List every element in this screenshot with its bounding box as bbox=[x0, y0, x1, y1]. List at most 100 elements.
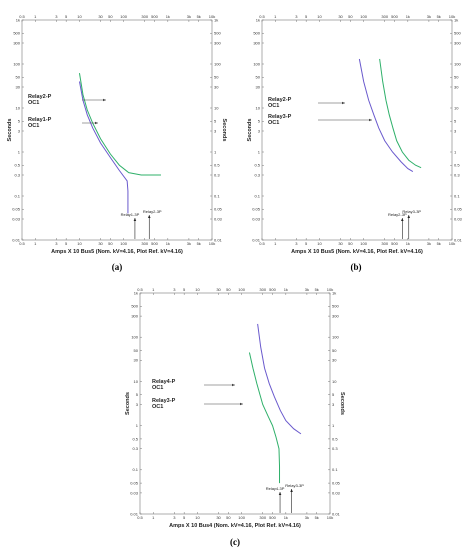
x-tick-label: 500 bbox=[151, 241, 158, 246]
x-tick-label-top: 50 bbox=[108, 14, 113, 19]
series-line-1 bbox=[358, 58, 414, 172]
x-tick-label-top: 30 bbox=[338, 14, 343, 19]
y-tick-label-right: 0.5 bbox=[454, 163, 460, 168]
y-tick-label-right: 300 bbox=[454, 40, 461, 45]
y-axis-label: Seconds bbox=[247, 119, 253, 142]
y-tick-label: 1 bbox=[18, 149, 21, 154]
y-tick-label: 1 bbox=[136, 423, 139, 428]
x-tick-label-top: 1 bbox=[152, 287, 155, 292]
x-tick-label: 50 bbox=[108, 241, 113, 246]
x-tick-label-top: 5 bbox=[65, 14, 68, 19]
fault-marker-arrow bbox=[407, 215, 411, 218]
y-tick-label: 0.03 bbox=[252, 216, 261, 221]
annotation-arrow-head bbox=[369, 118, 372, 122]
y-tick-label: 500 bbox=[13, 31, 20, 36]
x-tick-label: 5k bbox=[197, 241, 201, 246]
y-tick-label-right: 3 bbox=[454, 128, 457, 133]
x-tick-label: 100 bbox=[360, 241, 367, 246]
y-tick-label: 100 bbox=[131, 335, 138, 340]
x-tick-label-top: 5 bbox=[183, 287, 186, 292]
relay-annotation-line: Relay4-P bbox=[152, 379, 176, 385]
y-tick-label-right: 0.1 bbox=[454, 193, 460, 198]
y-tick-label: 0.3 bbox=[254, 172, 260, 177]
y-tick-label-right: 100 bbox=[454, 61, 461, 66]
series-line-2 bbox=[78, 73, 161, 176]
y-tick-label: 1k bbox=[16, 17, 20, 22]
y-tick-label: 50 bbox=[256, 75, 261, 80]
relay-annotation: Relay2-P OC1 bbox=[268, 97, 292, 109]
x-tick-label-top: 10 bbox=[77, 14, 82, 19]
annotation-arrow-head bbox=[95, 121, 98, 125]
y-tick-label: 0.01 bbox=[12, 237, 21, 242]
x-tick-label: 500 bbox=[269, 515, 276, 520]
fault-marker-arrow bbox=[133, 218, 137, 221]
y-tick-label-right: 30 bbox=[332, 358, 337, 363]
x-tick-label: 3 bbox=[295, 241, 298, 246]
y-tick-label-right: 500 bbox=[332, 304, 339, 309]
y-tick-label: 500 bbox=[131, 304, 138, 309]
x-axis-label: Amps X 10 Bus5 (Nom. kV=4.16, Plot Ref. … bbox=[291, 249, 423, 255]
y-tick-label-right: 0.1 bbox=[332, 467, 338, 472]
fault-marker-arrow bbox=[290, 489, 293, 492]
relay-annotation-line: Relay1-P bbox=[28, 117, 52, 123]
x-tick-label: 3k bbox=[187, 241, 191, 246]
annotation-arrow-head bbox=[342, 101, 345, 105]
x-tick-label-top: 3k bbox=[305, 287, 309, 292]
y-tick-label: 3 bbox=[136, 402, 139, 407]
y-tick-label-right: 3 bbox=[214, 128, 217, 133]
y-tick-label-right: 10 bbox=[454, 105, 459, 110]
y-tick-label: 0.03 bbox=[12, 216, 21, 221]
series-line-1 bbox=[78, 81, 129, 214]
x-tick-label: 300 bbox=[381, 241, 388, 246]
x-tick-label-top: 30 bbox=[98, 14, 103, 19]
y-tick-label-right: 0.05 bbox=[214, 207, 223, 212]
fault-marker-arrow bbox=[401, 218, 404, 221]
y-tick-label-right: 50 bbox=[214, 75, 219, 80]
x-tick-label: 30 bbox=[98, 241, 103, 246]
x-tick-label: 5k bbox=[437, 241, 441, 246]
y-axis-label: Seconds bbox=[125, 392, 131, 415]
x-tick-label-top: 1k bbox=[166, 14, 170, 19]
y-tick-label-right: 0.05 bbox=[332, 481, 341, 486]
x-tick-label-top: 100 bbox=[238, 287, 245, 292]
y-tick-label-right: 0.3 bbox=[332, 446, 338, 451]
y-tick-label-right: 0.01 bbox=[454, 237, 463, 242]
x-tick-label: 10 bbox=[77, 241, 82, 246]
y-tick-label-right: 1k bbox=[332, 290, 336, 295]
y-tick-label-right: 0.1 bbox=[214, 193, 220, 198]
y-axis-label: Seconds bbox=[7, 119, 13, 142]
x-tick-label: 3k bbox=[427, 241, 431, 246]
x-tick-label-top: 10k bbox=[449, 14, 455, 19]
relay-annotation-line: Relay3-P bbox=[152, 398, 176, 404]
x-tick-label: 5 bbox=[305, 241, 308, 246]
x-tick-label-top: 0.5 bbox=[137, 287, 143, 292]
panel-caption: (b) bbox=[351, 262, 362, 272]
annotation-arrow-head bbox=[103, 98, 106, 102]
series-line-2 bbox=[379, 58, 422, 169]
y-tick-label: 3 bbox=[258, 128, 261, 133]
y-tick-label: 30 bbox=[134, 358, 139, 363]
x-tick-label-top: 3k bbox=[427, 14, 431, 19]
x-tick-label-top: 1k bbox=[406, 14, 410, 19]
x-tick-label: 0.5 bbox=[259, 241, 265, 246]
x-tick-label-top: 1 bbox=[34, 14, 37, 19]
x-tick-label: 50 bbox=[348, 241, 353, 246]
series-line-2 bbox=[257, 323, 302, 435]
fault-marker-label: Relay1-3P bbox=[121, 212, 140, 217]
y-tick-label-right: 0.03 bbox=[454, 216, 463, 221]
x-tick-label-top: 50 bbox=[226, 287, 231, 292]
x-tick-label-top: 100 bbox=[120, 14, 127, 19]
x-tick-label: 5 bbox=[65, 241, 68, 246]
relay-annotation-line: Relay2-P bbox=[268, 97, 292, 103]
annotation-arrow-head bbox=[232, 383, 235, 387]
x-tick-label-top: 5 bbox=[305, 14, 308, 19]
x-tick-label: 10 bbox=[195, 515, 200, 520]
x-tick-label: 1 bbox=[34, 241, 37, 246]
y-tick-label: 30 bbox=[256, 84, 261, 89]
x-tick-label-top: 5k bbox=[197, 14, 201, 19]
x-tick-label: 50 bbox=[226, 515, 231, 520]
x-tick-label: 0.5 bbox=[19, 241, 25, 246]
x-axis-label: Amps X 10 Bus5 (Nom. kV=4.16, Plot Ref. … bbox=[51, 249, 183, 255]
